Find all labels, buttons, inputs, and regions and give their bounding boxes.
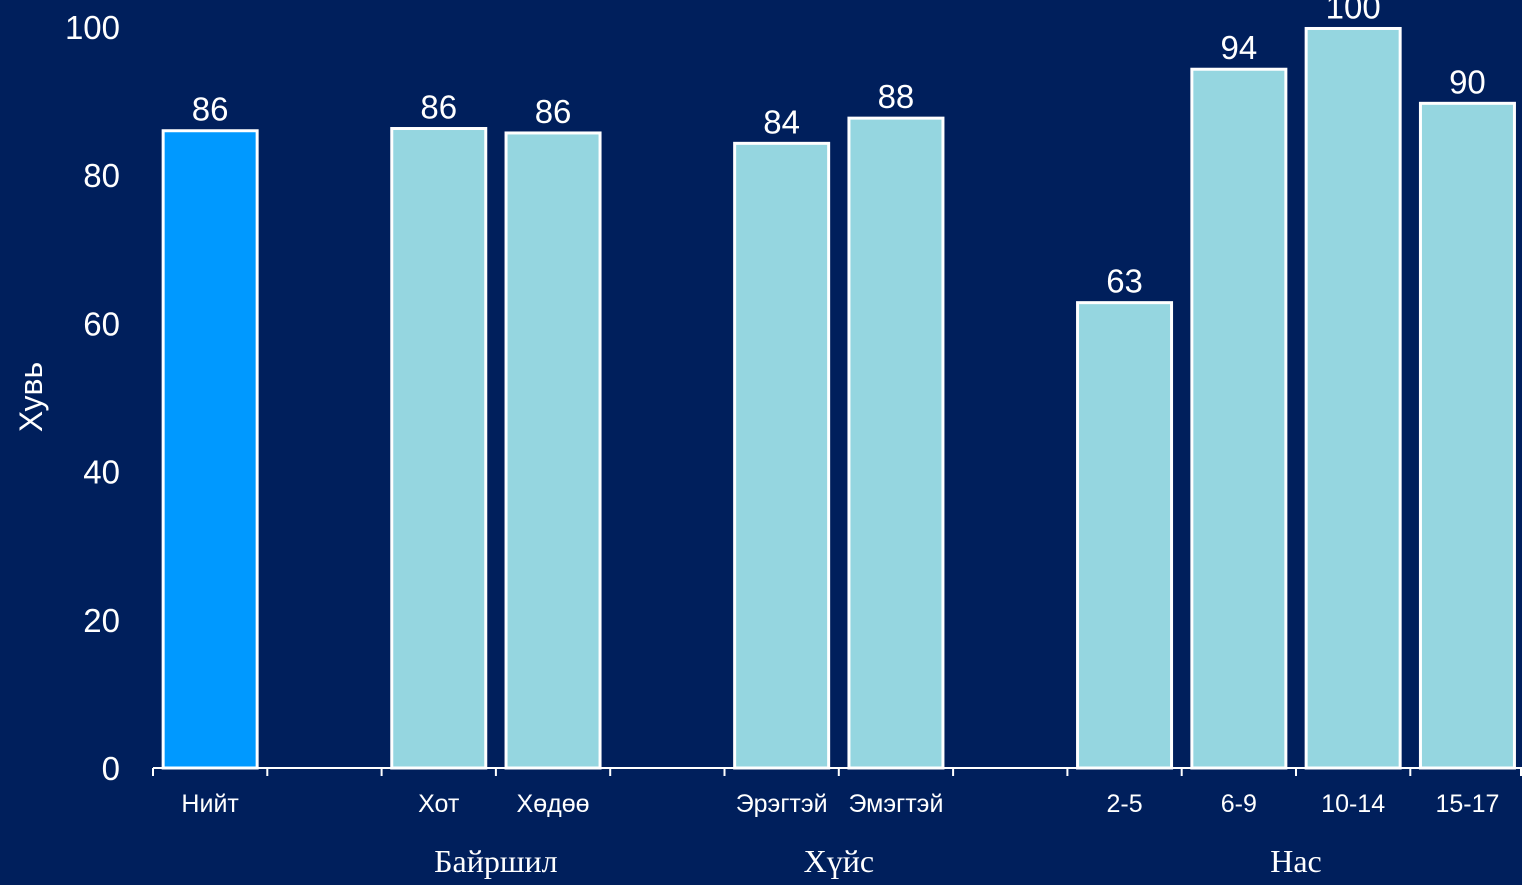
y-axis-title: Хувь (13, 362, 49, 432)
bar (161, 129, 259, 770)
value-label: 90 (1449, 63, 1486, 100)
y-tick-label: 100 (65, 9, 120, 46)
category-label: Хот (418, 790, 460, 818)
y-tick-label: 20 (83, 602, 120, 639)
group-label: Нас (1270, 843, 1322, 879)
value-labels: 86 86 86 84 88 63 94 100 90 (192, 0, 1486, 300)
bar (1190, 67, 1288, 770)
y-tick-label: 60 (83, 305, 120, 342)
value-label: 84 (763, 103, 800, 140)
value-label: 88 (878, 78, 915, 115)
category-label: Эмэгтэй (848, 790, 943, 818)
category-label: 2-5 (1106, 790, 1142, 818)
group-label: Байршил (434, 843, 557, 879)
category-labels: Нийт Хот Хөдөө Эрэгтэй Эмэгтэй 2-5 6-9 10-14 15-… (181, 790, 1499, 818)
category-label: Эрэгтэй (736, 790, 828, 818)
bar (733, 141, 831, 770)
category-label: 6-9 (1221, 790, 1257, 818)
group-labels: Байршил Хүйс Нас (434, 843, 1322, 879)
category-label: Нийт (181, 790, 239, 818)
bar (1304, 26, 1402, 770)
bars (161, 26, 1516, 770)
y-tick-label: 0 (102, 750, 120, 787)
bar (1076, 301, 1174, 770)
bar (1418, 101, 1516, 770)
y-tick-label: 80 (83, 157, 120, 194)
y-tick-label: 40 (83, 454, 120, 491)
category-label: 15-17 (1435, 790, 1499, 818)
x-tick-marks (152, 768, 1522, 776)
category-label: Хөдөө (517, 790, 590, 818)
value-label: 63 (1106, 263, 1143, 300)
bar (390, 127, 488, 770)
bar (504, 131, 602, 770)
y-tick-labels: 0 20 40 60 80 100 (65, 9, 120, 787)
value-label: 100 (1326, 0, 1381, 25)
group-label: Хүйс (804, 843, 874, 879)
value-label: 94 (1220, 29, 1257, 66)
category-label: 10-14 (1321, 790, 1385, 818)
value-label: 86 (192, 91, 229, 128)
bar (847, 116, 945, 770)
value-label: 86 (420, 89, 457, 126)
value-label: 86 (535, 93, 572, 130)
